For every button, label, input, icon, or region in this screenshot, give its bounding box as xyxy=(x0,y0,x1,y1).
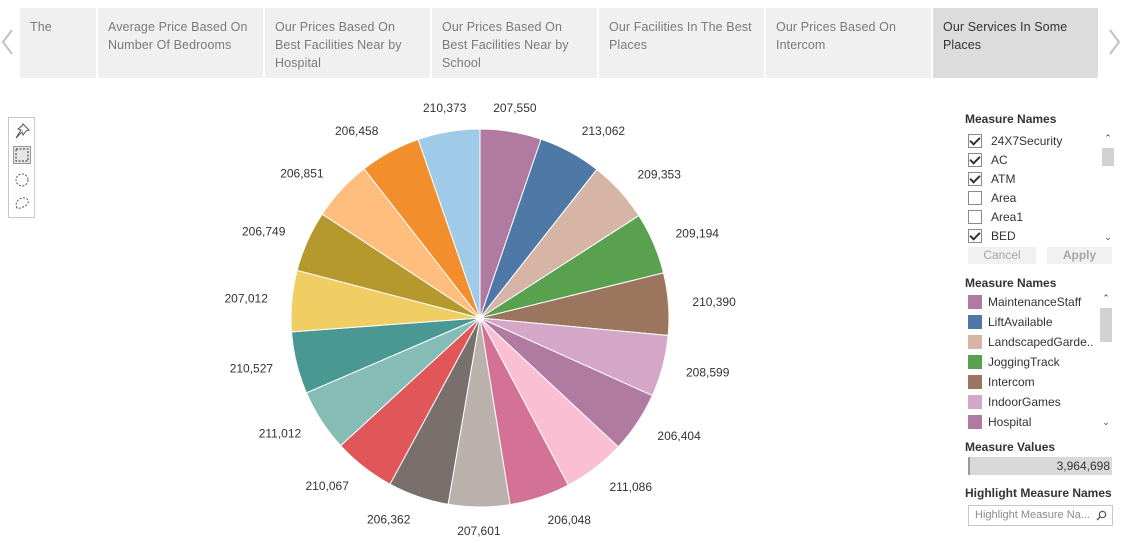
filter-item-label: Area1 xyxy=(991,209,1024,224)
pie-slice-label: 210,390 xyxy=(692,295,736,309)
measure-values-value: 3,964,698 xyxy=(1056,459,1110,473)
checkbox[interactable] xyxy=(968,209,982,224)
tab-average-price-bedrooms[interactable]: Average Price Based On Number Of Bedroom… xyxy=(98,8,263,78)
filter-item-label: AC xyxy=(991,152,1008,167)
scroll-down-icon[interactable]: ⌄ xyxy=(1102,417,1110,427)
pie-slice-label: 207,550 xyxy=(493,101,537,115)
filter-item-label: Area xyxy=(991,190,1017,205)
pie-slice-label: 207,012 xyxy=(225,292,269,306)
apply-button[interactable]: Apply xyxy=(1047,247,1112,264)
legend-title: Measure Names xyxy=(965,276,1057,290)
cancel-button[interactable]: Cancel xyxy=(968,247,1036,264)
legend-swatch xyxy=(968,355,982,369)
pie-slice-label: 211,086 xyxy=(610,480,653,494)
checkbox[interactable] xyxy=(968,133,982,148)
pie-slice-label: 211,012 xyxy=(259,427,302,441)
search-icon[interactable] xyxy=(1096,510,1107,521)
pie-chart: 207,550 213,062 209,353 209,194 210,390 208,5… xyxy=(225,101,737,538)
filter-item-label: BED xyxy=(991,228,1016,243)
tab-prices-hospital[interactable]: Our Prices Based On Best Facilities Near… xyxy=(265,8,430,78)
legend-label: MaintenanceStaff xyxy=(988,295,1082,309)
checkbox[interactable] xyxy=(968,228,982,243)
previous-story-arrow-icon[interactable] xyxy=(0,24,18,60)
tab-services-some-places[interactable]: Our Services In Some Places xyxy=(933,8,1098,78)
tab-the[interactable]: The xyxy=(20,8,96,78)
pie-slice-label: 206,362 xyxy=(367,512,411,526)
filter-item-24x7security[interactable]: 24X7Security xyxy=(968,131,1098,150)
measure-names-filter: 24X7Security AC ATM Area Area1 BED xyxy=(968,131,1098,245)
legend-item[interactable]: IndoorGames xyxy=(968,392,1098,412)
pie-slice[interactable] xyxy=(417,128,481,319)
legend-item[interactable]: Intercom xyxy=(968,372,1098,392)
next-story-arrow-icon[interactable] xyxy=(1105,24,1123,60)
legend-swatch xyxy=(968,335,982,349)
checkbox[interactable] xyxy=(968,171,982,186)
pie-slice-label: 210,527 xyxy=(230,362,274,376)
scroll-down-icon[interactable]: ⌄ xyxy=(1104,232,1112,242)
scroll-up-icon[interactable]: ⌃ xyxy=(1104,133,1112,143)
pin-icon[interactable] xyxy=(13,122,31,140)
legend-label: IndoorGames xyxy=(988,395,1061,409)
pie-slice-label: 209,353 xyxy=(638,168,682,182)
legend-item[interactable]: MaintenanceStaff xyxy=(968,292,1098,312)
pie-slice-label: 209,194 xyxy=(676,227,720,241)
pie-slice-label: 206,458 xyxy=(335,124,379,138)
filter-item-ac[interactable]: AC xyxy=(968,150,1098,169)
pie-slice-label: 206,048 xyxy=(548,513,592,527)
pie-slice-label: 206,851 xyxy=(280,166,324,180)
legend-item[interactable]: LiftAvailable xyxy=(968,312,1098,332)
tab-prices-school[interactable]: Our Prices Based On Best Facilities Near… xyxy=(432,8,597,78)
highlight-search-input[interactable]: Highlight Measure Na... xyxy=(968,505,1113,526)
scroll-thumb[interactable] xyxy=(1102,148,1114,166)
story-tabs: The Average Price Based On Number Of Bed… xyxy=(20,8,1100,78)
lasso-select-icon[interactable] xyxy=(13,195,31,213)
legend-item[interactable]: Hospital xyxy=(968,412,1098,432)
highlight-title: Highlight Measure Names xyxy=(965,486,1112,500)
pie-slice-label: 206,404 xyxy=(657,429,701,443)
legend-swatch xyxy=(968,375,982,389)
pie-slice-label: 210,373 xyxy=(423,101,467,115)
color-legend: MaintenanceStaff LiftAvailable Landscape… xyxy=(968,292,1098,432)
legend-label: LiftAvailable xyxy=(988,315,1053,329)
tab-facilities-best-places[interactable]: Our Facilities In The Best Places xyxy=(599,8,764,78)
pie-slice-label: 206,749 xyxy=(242,224,286,238)
legend-label: Intercom xyxy=(988,375,1035,389)
legend-swatch xyxy=(968,295,982,309)
legend-label: JoggingTrack xyxy=(988,355,1060,369)
measure-values-range[interactable]: 3,964,698 xyxy=(968,457,1112,475)
selection-toolbar xyxy=(8,117,35,218)
legend-item[interactable]: LandscapedGarde.. xyxy=(968,332,1098,352)
filter-scrollbar[interactable]: ⌃ ⌄ xyxy=(1101,132,1115,244)
pie-slice-label: 210,067 xyxy=(306,479,350,493)
checkbox[interactable] xyxy=(968,190,982,205)
scroll-thumb[interactable] xyxy=(1100,308,1112,342)
filter-item-area1[interactable]: Area1 xyxy=(968,207,1098,226)
pie-slice-label: 207,601 xyxy=(457,524,501,538)
filter-item-area[interactable]: Area xyxy=(968,188,1098,207)
radial-select-icon[interactable] xyxy=(13,171,31,189)
legend-swatch xyxy=(968,395,982,409)
rectangle-select-icon[interactable] xyxy=(13,146,31,164)
pie-slice-label: 213,062 xyxy=(582,124,626,138)
filter-item-label: 24X7Security xyxy=(991,133,1063,148)
pie-slice-label: 208,599 xyxy=(686,365,730,379)
checkbox[interactable] xyxy=(968,152,982,167)
legend-item[interactable]: JoggingTrack xyxy=(968,352,1098,372)
legend-label: LandscapedGarde.. xyxy=(988,335,1094,349)
scroll-up-icon[interactable]: ⌃ xyxy=(1102,293,1110,303)
legend-scrollbar[interactable]: ⌃ ⌄ xyxy=(1099,292,1113,432)
filter-title: Measure Names xyxy=(965,112,1057,126)
filter-item-atm[interactable]: ATM xyxy=(968,169,1098,188)
legend-label: Hospital xyxy=(988,415,1032,429)
highlight-placeholder: Highlight Measure Na... xyxy=(975,509,1090,521)
legend-swatch xyxy=(968,315,982,329)
legend-swatch xyxy=(968,415,982,429)
filter-item-bed[interactable]: BED xyxy=(968,226,1098,245)
tab-prices-intercom[interactable]: Our Prices Based On Intercom xyxy=(766,8,931,78)
measure-values-title: Measure Values xyxy=(965,440,1056,454)
filter-item-label: ATM xyxy=(991,171,1016,186)
